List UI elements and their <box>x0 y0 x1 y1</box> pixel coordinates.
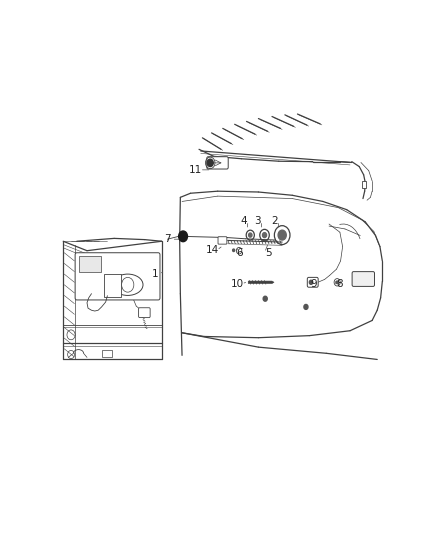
Circle shape <box>336 281 338 284</box>
FancyBboxPatch shape <box>138 308 150 318</box>
Text: 7: 7 <box>164 234 171 244</box>
FancyBboxPatch shape <box>75 253 160 300</box>
Text: 6: 6 <box>236 248 242 258</box>
Text: 8: 8 <box>336 279 343 289</box>
Circle shape <box>263 296 267 301</box>
FancyBboxPatch shape <box>352 272 374 286</box>
FancyBboxPatch shape <box>307 277 318 287</box>
Circle shape <box>179 231 187 241</box>
Text: 5: 5 <box>265 248 272 258</box>
Circle shape <box>262 232 267 238</box>
Circle shape <box>233 249 235 252</box>
Text: 14: 14 <box>206 245 219 255</box>
Circle shape <box>249 233 252 237</box>
FancyBboxPatch shape <box>218 237 227 244</box>
FancyBboxPatch shape <box>207 157 228 169</box>
Text: 11: 11 <box>189 165 202 175</box>
FancyArrow shape <box>248 281 274 284</box>
Text: 1: 1 <box>152 269 158 279</box>
Bar <box>78 256 101 272</box>
FancyBboxPatch shape <box>104 274 121 297</box>
Ellipse shape <box>113 274 143 295</box>
Circle shape <box>304 304 308 309</box>
Text: 9: 9 <box>310 279 317 289</box>
Circle shape <box>309 280 313 284</box>
Text: 2: 2 <box>272 216 278 226</box>
Bar <box>102 350 112 357</box>
Bar <box>362 181 366 188</box>
Text: 3: 3 <box>254 216 261 226</box>
Text: 10: 10 <box>231 279 244 289</box>
Circle shape <box>278 230 286 240</box>
Circle shape <box>207 159 213 166</box>
Text: 4: 4 <box>240 216 247 226</box>
